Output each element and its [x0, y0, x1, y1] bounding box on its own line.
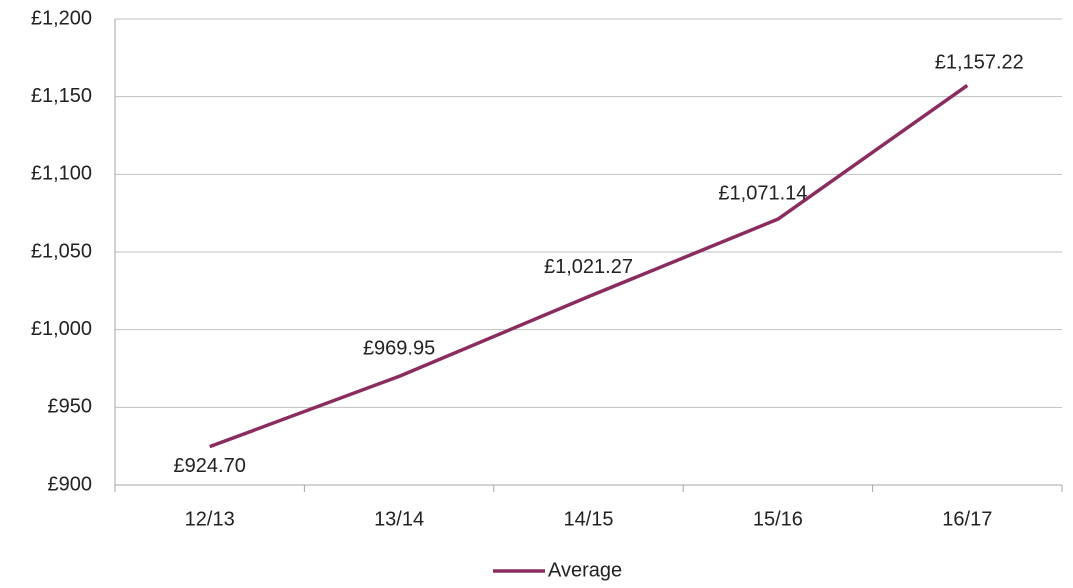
x-tick-label: 15/16: [753, 508, 803, 530]
legend-label: Average: [548, 559, 622, 581]
x-tick-label: 16/17: [942, 508, 992, 530]
y-tick-label: £1,150: [31, 85, 92, 107]
y-tick-label: £1,200: [31, 7, 92, 29]
x-tick-label: 14/15: [563, 508, 613, 530]
data-label: £1,021.27: [544, 256, 633, 278]
data-label: £1,157.22: [935, 52, 1024, 74]
x-tick-label: 13/14: [374, 508, 424, 530]
data-label: £969.95: [363, 338, 435, 360]
y-tick-label: £950: [48, 396, 93, 418]
y-tick-label: £900: [48, 473, 93, 495]
line: [209, 84, 969, 449]
data-label: £1,071.14: [718, 182, 807, 204]
data-label: £924.70: [174, 455, 246, 477]
y-tick-label: £1,050: [31, 240, 92, 262]
y-tick-label: £1,000: [31, 318, 92, 340]
x-tick-label: 12/13: [185, 508, 235, 530]
y-tick-label: £1,100: [31, 163, 92, 185]
